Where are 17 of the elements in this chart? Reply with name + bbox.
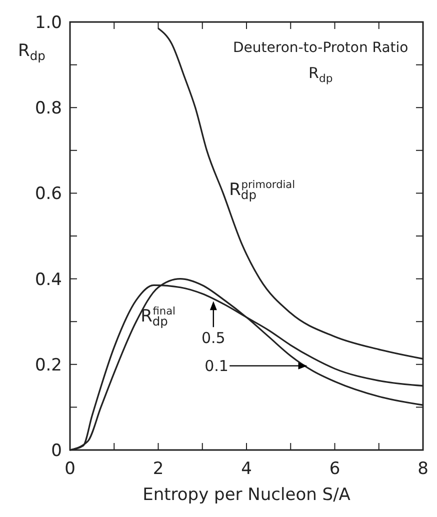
y-tick-label: 0.6 bbox=[34, 184, 62, 204]
x-tick-label: 0 bbox=[64, 459, 76, 479]
text: 1.0 bbox=[34, 12, 62, 33]
x-tick-label: 2 bbox=[152, 459, 164, 479]
series-label: 0.5 bbox=[201, 329, 226, 348]
y-tick-label: 0.2 bbox=[34, 355, 62, 376]
text: R$_{dp}$ bbox=[308, 64, 333, 85]
x-axis-title: Entropy per Nucleon S/A bbox=[142, 485, 351, 505]
text: 0.1 bbox=[204, 357, 228, 376]
y-tick-label: 0.8 bbox=[34, 98, 62, 119]
x-tick-label: 6 bbox=[329, 459, 340, 479]
x-tick-label: 8 bbox=[418, 459, 428, 479]
text: Deuteron-to-Proton Ratio bbox=[233, 40, 408, 56]
y-axis-title: R$_{dp}$ bbox=[18, 41, 46, 64]
x-tick-label: 4 bbox=[241, 459, 252, 479]
y-tick-label: 0.4 bbox=[34, 270, 62, 290]
y-tick-label: 0 bbox=[51, 440, 62, 461]
